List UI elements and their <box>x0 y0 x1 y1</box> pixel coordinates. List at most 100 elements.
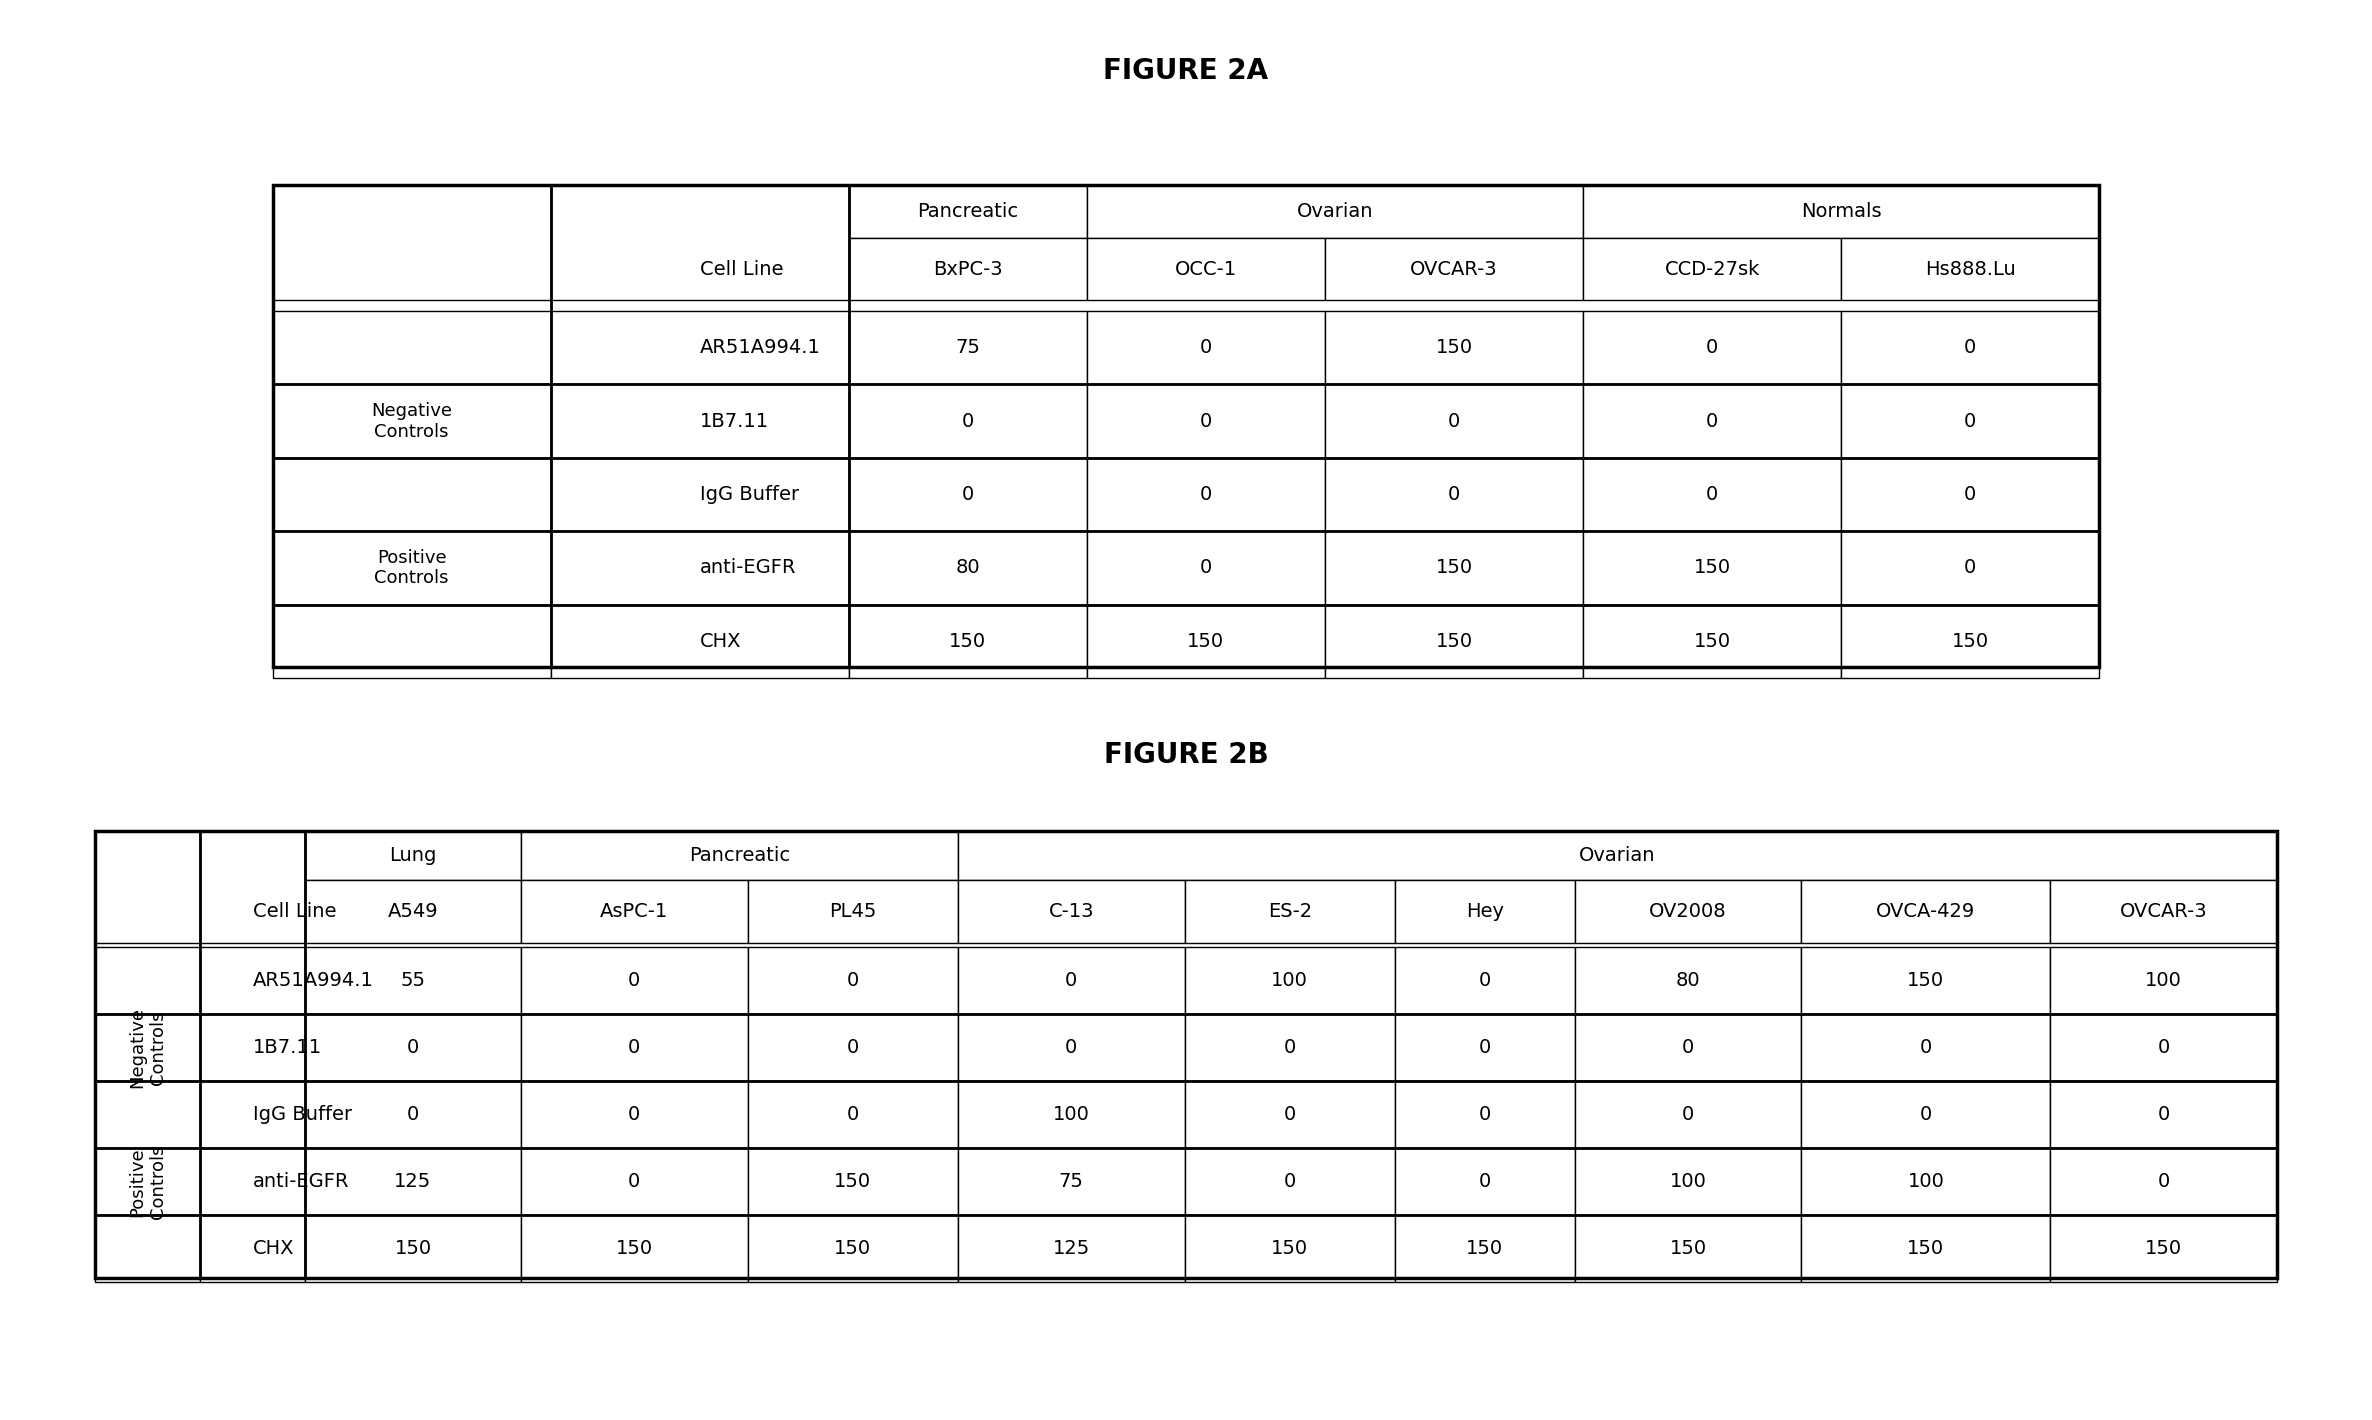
Bar <box>958 1149 1184 1216</box>
Bar <box>1395 1216 1575 1282</box>
Bar <box>1841 237 2099 301</box>
Text: Cell Line: Cell Line <box>700 260 783 278</box>
Text: anti-EGFR: anti-EGFR <box>700 558 797 578</box>
Bar <box>199 1014 306 1081</box>
Text: Ovarian: Ovarian <box>1297 202 1373 220</box>
Text: A549: A549 <box>387 902 439 920</box>
Text: 0: 0 <box>961 412 975 430</box>
Text: 125: 125 <box>1053 1240 1089 1258</box>
Bar <box>1800 880 2049 943</box>
Bar <box>95 947 199 1014</box>
Bar <box>747 947 958 1014</box>
Bar <box>1800 947 2049 1014</box>
Bar <box>849 185 1086 237</box>
Text: 150: 150 <box>1907 1240 1945 1258</box>
Text: 1B7.11: 1B7.11 <box>251 1038 323 1056</box>
Bar <box>95 1149 199 1216</box>
Bar <box>1575 880 1800 943</box>
Bar <box>1086 311 1326 385</box>
Bar <box>1326 457 1582 531</box>
Text: 0: 0 <box>847 1038 859 1056</box>
Text: 125: 125 <box>394 1173 432 1191</box>
Text: 0: 0 <box>1200 558 1212 578</box>
Text: CHX: CHX <box>700 632 740 650</box>
Bar <box>849 311 1086 385</box>
Text: Ovarian: Ovarian <box>1580 846 1656 865</box>
Text: 150: 150 <box>617 1240 652 1258</box>
Text: Positive
Controls: Positive Controls <box>375 548 448 588</box>
Text: 0: 0 <box>629 971 640 990</box>
Text: 0: 0 <box>1283 1105 1295 1125</box>
Bar <box>849 237 1086 301</box>
Text: 0: 0 <box>1964 338 1976 358</box>
Bar <box>2049 1081 2277 1149</box>
Bar <box>958 1216 1184 1282</box>
Text: ES-2: ES-2 <box>1267 902 1312 920</box>
Text: 150: 150 <box>949 632 987 650</box>
Text: AR51A994.1: AR51A994.1 <box>700 338 821 358</box>
Bar <box>522 1014 747 1081</box>
Bar <box>522 880 747 943</box>
Text: 0: 0 <box>1283 1173 1295 1191</box>
Text: anti-EGFR: anti-EGFR <box>251 1173 349 1191</box>
Text: 0: 0 <box>847 1105 859 1125</box>
Bar <box>958 1081 1184 1149</box>
Text: 100: 100 <box>1907 1173 1945 1191</box>
Bar <box>1326 237 1582 301</box>
Bar <box>747 1014 958 1081</box>
Bar <box>849 457 1086 531</box>
Text: Cell Line: Cell Line <box>251 902 337 920</box>
Bar <box>95 1081 199 1149</box>
Text: 150: 150 <box>835 1173 871 1191</box>
Bar <box>522 1149 747 1216</box>
Bar <box>273 311 550 385</box>
Text: 150: 150 <box>1435 338 1473 358</box>
Text: AR51A994.1: AR51A994.1 <box>251 971 372 990</box>
Bar <box>199 831 306 943</box>
Bar <box>199 1216 306 1282</box>
Text: 0: 0 <box>1705 486 1717 504</box>
Bar <box>95 831 199 943</box>
Bar <box>2049 1216 2277 1282</box>
Bar <box>747 880 958 943</box>
Bar <box>2049 947 2277 1014</box>
Text: 150: 150 <box>1466 1240 1504 1258</box>
Bar <box>95 1216 199 1282</box>
Bar <box>1184 1081 1395 1149</box>
Bar <box>306 1014 522 1081</box>
Bar <box>1395 880 1575 943</box>
Text: 0: 0 <box>629 1105 640 1125</box>
Bar <box>550 531 849 605</box>
Bar <box>273 531 550 605</box>
Text: 150: 150 <box>1435 632 1473 650</box>
Text: 0: 0 <box>629 1173 640 1191</box>
Text: 0: 0 <box>2159 1173 2170 1191</box>
Text: 0: 0 <box>1478 1105 1492 1125</box>
Bar <box>1575 1081 1800 1149</box>
Text: 0: 0 <box>1919 1038 1931 1056</box>
Bar <box>95 831 2277 1278</box>
Bar <box>1086 185 1582 237</box>
Text: Hey: Hey <box>1466 902 1504 920</box>
Text: 0: 0 <box>1065 1038 1077 1056</box>
Bar <box>1086 457 1326 531</box>
Bar <box>306 1149 522 1216</box>
Bar <box>550 385 849 457</box>
Bar <box>1184 947 1395 1014</box>
Bar <box>1184 880 1395 943</box>
Text: 1B7.11: 1B7.11 <box>700 412 769 430</box>
Bar <box>273 185 550 301</box>
Bar <box>1582 185 2099 237</box>
Bar <box>306 1081 522 1149</box>
Bar <box>958 947 1184 1014</box>
Text: 0: 0 <box>1478 1173 1492 1191</box>
Bar <box>1395 1081 1575 1149</box>
Bar <box>306 880 522 943</box>
Bar <box>306 947 522 1014</box>
Bar <box>1582 237 1841 301</box>
Bar <box>1184 1149 1395 1216</box>
Bar <box>747 1216 958 1282</box>
Bar <box>550 185 849 301</box>
Text: CCD-27sk: CCD-27sk <box>1665 260 1760 278</box>
Text: 0: 0 <box>1919 1105 1931 1125</box>
